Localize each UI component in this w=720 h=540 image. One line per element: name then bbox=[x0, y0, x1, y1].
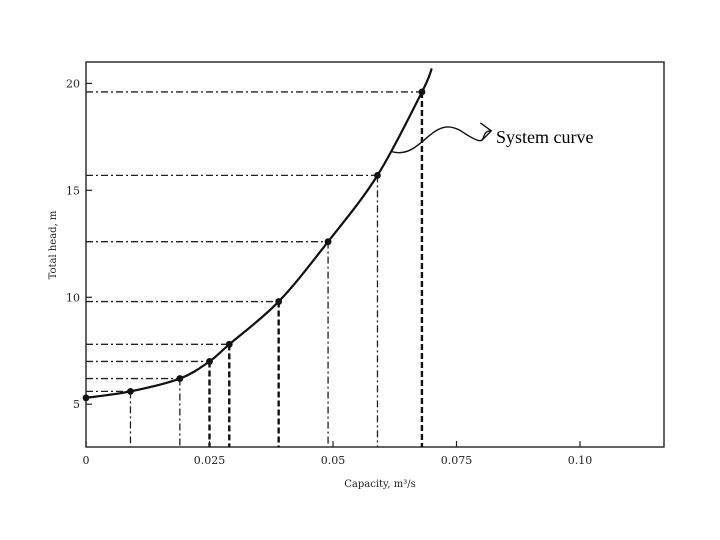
x-tick-label: 0.025 bbox=[194, 454, 226, 467]
y-axis-ticks: 5 10 15 20 bbox=[66, 77, 92, 411]
annotation-arrow-head bbox=[479, 122, 493, 142]
x-tick-label: 0.10 bbox=[568, 454, 593, 467]
data-point bbox=[418, 88, 426, 96]
curve-layer bbox=[85, 67, 433, 399]
data-point bbox=[324, 238, 332, 246]
guide-lines bbox=[86, 91, 424, 447]
data-point bbox=[275, 298, 283, 305]
data-point bbox=[374, 171, 381, 179]
y-tick-label: 20 bbox=[66, 77, 80, 90]
x-axis-ticks: 0 0.025 0.05 0.075 0.10 bbox=[83, 441, 593, 467]
data-point bbox=[176, 375, 184, 382]
y-tick-label: 5 bbox=[73, 398, 80, 411]
data-point bbox=[206, 358, 213, 365]
data-point bbox=[225, 340, 233, 348]
data-points bbox=[82, 88, 426, 402]
y-tick-label: 10 bbox=[66, 291, 80, 304]
annotation-arrow bbox=[392, 126, 491, 154]
x-tick-label: 0.05 bbox=[321, 454, 346, 467]
data-point bbox=[127, 387, 134, 395]
y-tick-label: 15 bbox=[66, 184, 80, 197]
data-point bbox=[82, 394, 90, 402]
series-label-system-curve: System curve bbox=[496, 127, 593, 147]
series-line-system-curve bbox=[85, 67, 433, 399]
x-tick-label: 0.075 bbox=[441, 454, 473, 467]
y-axis-label: Total head, m bbox=[48, 210, 59, 279]
x-axis-label: Capacity, m³/s bbox=[344, 479, 415, 490]
plot-frame bbox=[85, 61, 665, 448]
x-tick-label: 0 bbox=[83, 454, 90, 467]
